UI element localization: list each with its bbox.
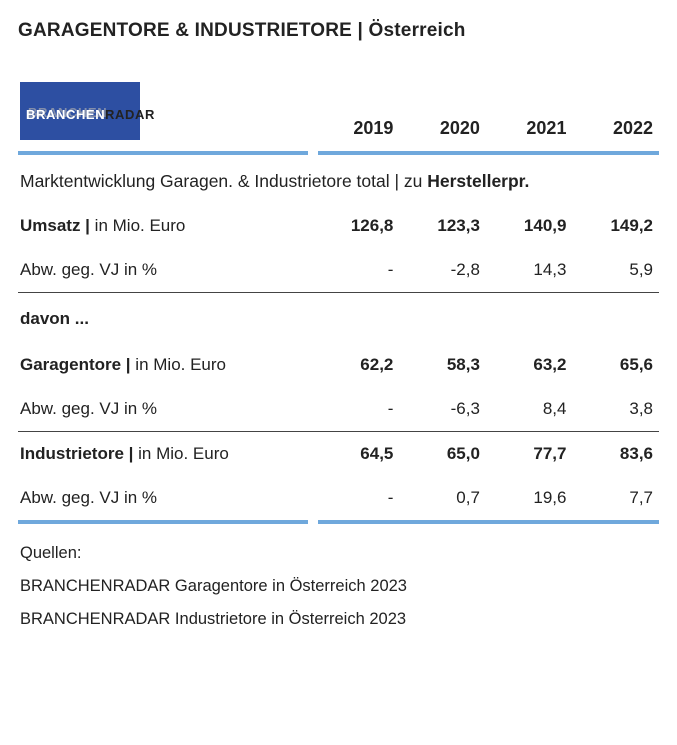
cell-value: 65,0 xyxy=(399,432,486,477)
table-subhead-row: Marktentwicklung Garagen. & Industrietor… xyxy=(18,153,659,204)
row-label: Garagentore | in Mio. Euro xyxy=(18,343,313,387)
row-label-unit: in Mio. Euro xyxy=(131,355,226,374)
year-header: 2020 xyxy=(399,70,486,153)
subhead-bold: Herstellerpr. xyxy=(427,171,529,191)
cell-value: 3,8 xyxy=(572,387,659,432)
logo-text-front: BRANCHEN xyxy=(26,107,105,122)
row-label: Abw. geg. VJ in % xyxy=(18,248,313,293)
cell-value: 123,3 xyxy=(399,204,486,248)
branchenradar-logo: BRANCHEN BRANCHEN BRANCHEN RADAR xyxy=(20,82,140,140)
row-garagentore: Garagentore | in Mio. Euro 62,2 58,3 63,… xyxy=(18,343,659,387)
row-label-unit: in Mio. Euro xyxy=(133,444,228,463)
source-line: BRANCHENRADAR Garagentore in Österreich … xyxy=(18,571,659,604)
cell-value: 5,9 xyxy=(572,248,659,293)
row-label-unit: in Mio. Euro xyxy=(90,216,185,235)
logo-cell: BRANCHEN BRANCHEN BRANCHEN RADAR xyxy=(18,70,313,153)
row-label-bold: Industrietore | xyxy=(20,444,133,463)
cell-value: -2,8 xyxy=(399,248,486,293)
row-garagentore-abw: Abw. geg. VJ in % - -6,3 8,4 3,8 xyxy=(18,387,659,432)
cell-value: 77,7 xyxy=(486,432,573,477)
row-umsatz-abw: Abw. geg. VJ in % - -2,8 14,3 5,9 xyxy=(18,248,659,293)
subhead-prefix: Marktentwicklung Garagen. & Industrietor… xyxy=(20,171,427,191)
year-header: 2019 xyxy=(313,70,400,153)
cell-value: 126,8 xyxy=(313,204,400,248)
davon-label: davon ... xyxy=(18,293,659,344)
sources-heading: Quellen: xyxy=(18,538,659,571)
row-label: Abw. geg. VJ in % xyxy=(18,476,313,522)
table-header-row: BRANCHEN BRANCHEN BRANCHEN RADAR 2019 20… xyxy=(18,70,659,153)
cell-value: 0,7 xyxy=(399,476,486,522)
row-label-bold: Garagentore | xyxy=(20,355,131,374)
row-label: Abw. geg. VJ in % xyxy=(18,387,313,432)
cell-value: 140,9 xyxy=(486,204,573,248)
sources-footer: Quellen: BRANCHENRADAR Garagentore in Ös… xyxy=(18,524,659,637)
cell-value: - xyxy=(313,387,400,432)
row-label: Industrietore | in Mio. Euro xyxy=(18,432,313,477)
cell-value: 63,2 xyxy=(486,343,573,387)
logo-text-tail: RADAR xyxy=(105,107,155,122)
cell-value: 8,4 xyxy=(486,387,573,432)
cell-value: 64,5 xyxy=(313,432,400,477)
cell-value: - xyxy=(313,476,400,522)
row-industrietore: Industrietore | in Mio. Euro 64,5 65,0 7… xyxy=(18,432,659,477)
cell-value: 65,6 xyxy=(572,343,659,387)
year-header: 2021 xyxy=(486,70,573,153)
market-table: BRANCHEN BRANCHEN BRANCHEN RADAR 2019 20… xyxy=(18,70,659,524)
cell-value: 58,3 xyxy=(399,343,486,387)
cell-value: 14,3 xyxy=(486,248,573,293)
cell-value: 83,6 xyxy=(572,432,659,477)
cell-value: 7,7 xyxy=(572,476,659,522)
cell-value: 149,2 xyxy=(572,204,659,248)
row-label-bold: Umsatz | xyxy=(20,216,90,235)
row-industrietore-abw: Abw. geg. VJ in % - 0,7 19,6 7,7 xyxy=(18,476,659,522)
row-davon: davon ... xyxy=(18,293,659,344)
cell-value: -6,3 xyxy=(399,387,486,432)
year-header: 2022 xyxy=(572,70,659,153)
source-line: BRANCHENRADAR Industrietore in Österreic… xyxy=(18,604,659,637)
cell-value: 19,6 xyxy=(486,476,573,522)
row-umsatz: Umsatz | in Mio. Euro 126,8 123,3 140,9 … xyxy=(18,204,659,248)
page-title: GARAGENTORE & INDUSTRIETORE | Österreich xyxy=(18,20,659,42)
cell-value: - xyxy=(313,248,400,293)
subhead-text: Marktentwicklung Garagen. & Industrietor… xyxy=(18,153,659,204)
row-label: Umsatz | in Mio. Euro xyxy=(18,204,313,248)
cell-value: 62,2 xyxy=(313,343,400,387)
